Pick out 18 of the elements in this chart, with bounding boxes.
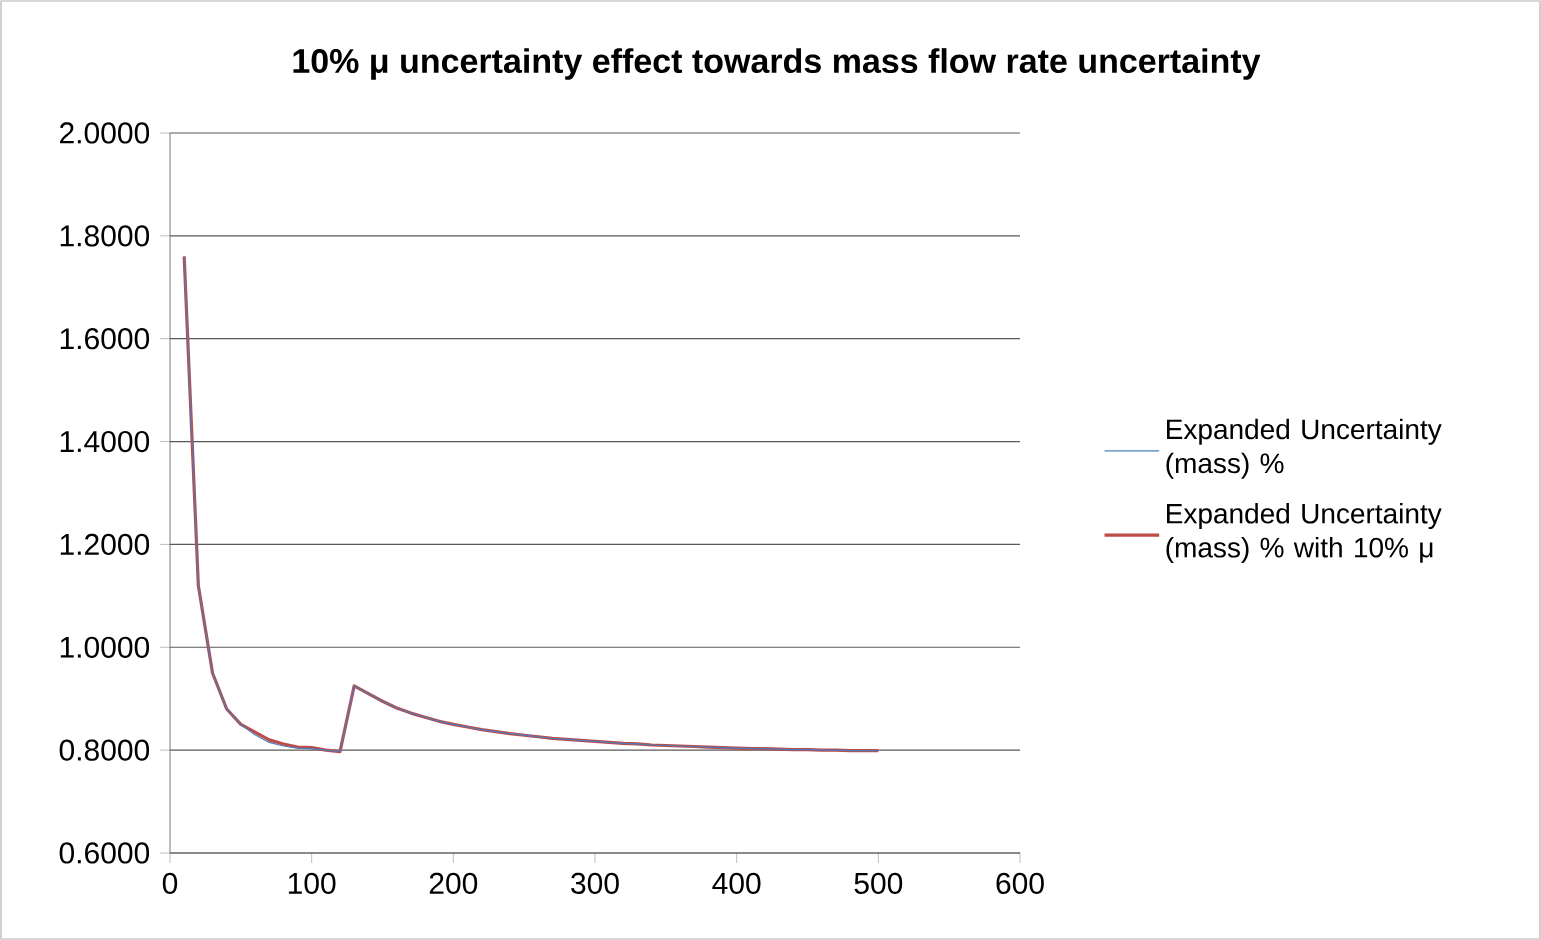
chart-title: 10% μ uncertainty effect towards mass flow rate uncertainty (293, 48, 1261, 80)
x-tick-label: 500 (854, 872, 903, 894)
y-tick-label: 1.0000 (60, 636, 150, 658)
y-tick-label: 1.8000 (60, 225, 150, 247)
y-tick-label: 0.6000 (59, 842, 150, 864)
legend-label: Expanded Uncertainty (mass) % with 10% μ (1166, 502, 1442, 564)
y-tick-label: 0.8000 (59, 739, 150, 761)
x-tick-label: 200 (429, 872, 478, 894)
x-tick-label: 300 (571, 872, 619, 894)
y-tick-label: 1.6000 (60, 328, 150, 350)
legend-label: Expanded Uncertainty (mass) % (1166, 418, 1442, 479)
x-tick-label: 600 (996, 872, 1044, 894)
y-tick-label: 1.4000 (60, 430, 150, 453)
y-tick-label: 2.0000 (60, 122, 150, 144)
x-tick-label: 400 (712, 872, 761, 894)
x-tick-label: 100 (288, 872, 336, 894)
y-tick-label: 1.2000 (60, 533, 150, 556)
x-tick-label: 0 (162, 872, 178, 894)
